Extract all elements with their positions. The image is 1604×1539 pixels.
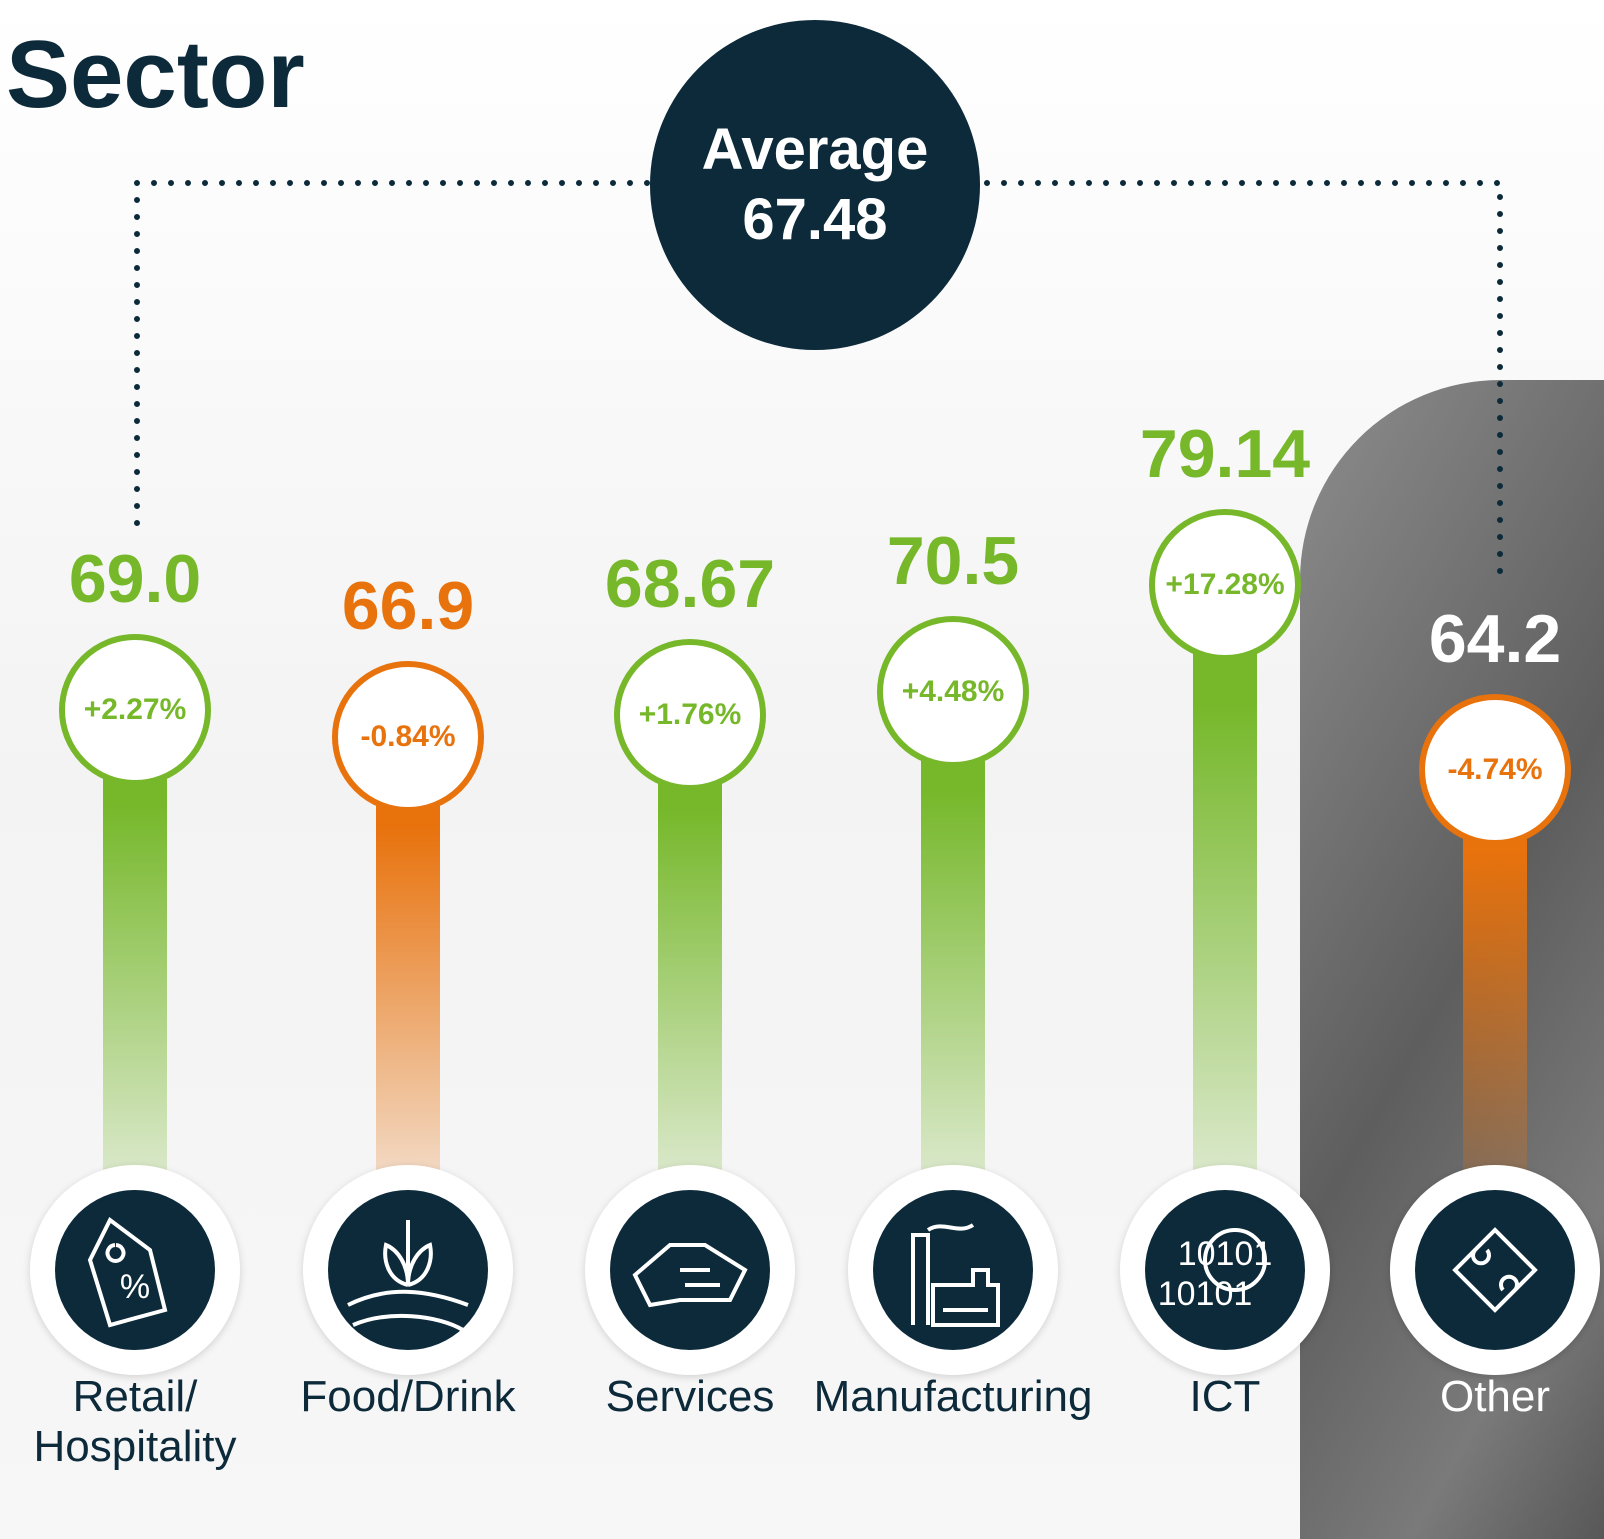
category-label: Other <box>1440 1372 1550 1422</box>
category-label: Food/Drink <box>300 1372 515 1422</box>
change-ring: +1.76% <box>614 639 766 791</box>
bar <box>1193 585 1257 1180</box>
icon-glyph <box>328 1190 488 1350</box>
icon-glyph <box>873 1190 1033 1350</box>
value-label: 68.67 <box>605 545 775 623</box>
category-label: Retail/ Hospitality <box>34 1372 237 1472</box>
value-label: 70.5 <box>887 522 1019 600</box>
change-ring: -0.84% <box>332 661 484 813</box>
average-value: 67.48 <box>742 185 887 255</box>
change-ring: -4.74% <box>1419 694 1571 846</box>
icon-glyph: % <box>55 1190 215 1350</box>
value-label: 79.14 <box>1140 415 1310 493</box>
sector-icon: % <box>30 1165 240 1375</box>
category-label: Manufacturing <box>814 1372 1093 1422</box>
sector-icon <box>1390 1165 1600 1375</box>
icon-glyph <box>610 1190 770 1350</box>
value-label: 69.0 <box>69 540 201 618</box>
icon-glyph <box>1415 1190 1575 1350</box>
svg-text:10101: 10101 <box>1158 1275 1253 1313</box>
average-circle: Average 67.48 <box>650 20 980 350</box>
value-label: 64.2 <box>1429 600 1561 678</box>
title: Sector <box>6 20 305 130</box>
change-ring: +2.27% <box>59 634 211 786</box>
sector-icon <box>303 1165 513 1375</box>
category-label: Services <box>606 1372 775 1422</box>
change-ring: +17.28% <box>1149 509 1301 661</box>
category-label: ICT <box>1190 1372 1261 1422</box>
sector-icon <box>848 1165 1058 1375</box>
sector-icon <box>585 1165 795 1375</box>
change-ring: +4.48% <box>877 616 1029 768</box>
infographic: Sector Average 67.48 69.0 +2.27%% Retail/ … <box>0 0 1604 1539</box>
average-label: Average <box>702 115 929 185</box>
value-label: 66.9 <box>342 567 474 645</box>
svg-text:%: % <box>120 1268 150 1306</box>
